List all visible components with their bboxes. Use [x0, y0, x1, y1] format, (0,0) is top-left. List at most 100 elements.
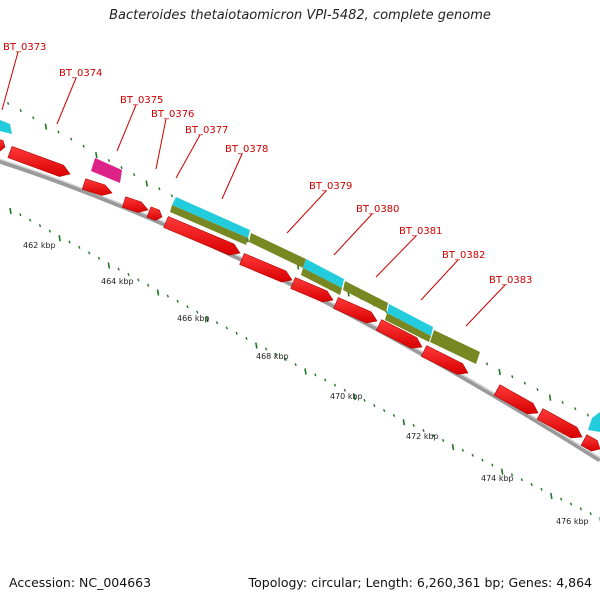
inner-tick — [166, 294, 169, 298]
leader-line — [420, 259, 459, 301]
magenta-feature — [91, 158, 122, 183]
inner-tick — [255, 342, 258, 349]
olive-feature — [430, 330, 480, 364]
olive-feature — [301, 268, 342, 295]
cds-arrow — [420, 345, 469, 375]
inner-tick — [284, 357, 287, 361]
inner-tick — [9, 207, 12, 215]
inner-tick — [324, 378, 327, 382]
cyan-feature — [172, 197, 250, 238]
gene-label-bt0373[interactable]: BT_0373 — [3, 42, 46, 53]
inner-tick — [117, 267, 120, 271]
gene-label-bt0377[interactable]: BT_0377 — [185, 125, 228, 136]
outer-tick — [145, 180, 149, 187]
cds-arrow — [146, 206, 163, 221]
gene-label-bt0381[interactable]: BT_0381 — [399, 226, 442, 237]
accession-text: Accession: NC_004663 — [9, 575, 152, 590]
inner-tick — [29, 218, 32, 222]
inner-tick — [225, 326, 228, 330]
outer-tick — [574, 407, 577, 411]
inner-tick — [186, 305, 189, 309]
kbp-label-476: 476 kbp — [556, 517, 589, 526]
kbp-label-462: 462 kbp — [23, 241, 56, 250]
outer-tick — [44, 123, 48, 130]
inner-tick — [215, 321, 219, 325]
inner-tick — [176, 299, 179, 303]
outer-tick — [19, 109, 22, 113]
olive-feature — [343, 281, 388, 312]
inner-tick — [540, 487, 543, 491]
gene-label-bt0380[interactable]: BT_0380 — [356, 204, 399, 215]
leader-line — [56, 77, 77, 125]
outer-tick — [170, 194, 174, 198]
cds-arrow — [493, 384, 539, 415]
inner-tick — [373, 403, 376, 407]
inner-tick — [579, 507, 582, 511]
gene-label-bt0374[interactable]: BT_0374 — [59, 68, 102, 79]
inner-tick — [343, 388, 346, 392]
cyan-feature — [0, 120, 12, 134]
gene-label-bt0379[interactable]: BT_0379 — [309, 181, 352, 192]
leader-line — [116, 104, 137, 152]
gene-label-bt0382[interactable]: BT_0382 — [442, 250, 485, 261]
outer-tick — [158, 187, 161, 191]
inner-tick — [58, 235, 61, 242]
cds-arrow — [333, 297, 378, 324]
tick-marks — [6, 101, 600, 523]
cyan-feature — [303, 259, 344, 288]
leader-line — [465, 284, 506, 327]
outer-tick — [107, 158, 111, 162]
inner-tick — [471, 453, 474, 457]
leader-line — [1, 51, 19, 111]
olive-feature — [249, 233, 306, 268]
inner-tick — [314, 373, 317, 377]
cds-arrow — [7, 146, 71, 177]
inner-tick — [451, 443, 455, 451]
kbp-label-472: 472 kbp — [406, 432, 439, 441]
leader-line — [221, 153, 243, 200]
inner-tick — [68, 240, 71, 244]
inner-tick — [392, 414, 396, 418]
inner-tick — [510, 473, 514, 477]
inner-tick — [245, 337, 248, 341]
inner-tick — [569, 502, 573, 506]
outer-tick — [536, 388, 539, 392]
inner-tick — [78, 245, 81, 249]
feature-track — [0, 120, 600, 452]
inner-tick — [196, 310, 199, 314]
inner-tick — [333, 383, 337, 387]
cds-arrow — [290, 277, 334, 303]
inner-tick — [491, 463, 494, 467]
inner-tick — [304, 368, 307, 375]
inner-tick — [38, 224, 42, 228]
cds-arrow — [239, 253, 293, 283]
kbp-label-470: 470 kbp — [330, 392, 363, 401]
gene-label-bt0378[interactable]: BT_0378 — [225, 144, 268, 155]
inner-tick — [127, 273, 130, 277]
gene-label-bt0383[interactable]: BT_0383 — [489, 275, 532, 286]
gene-label-bt0376[interactable]: BT_0376 — [151, 109, 194, 120]
inner-tick — [156, 289, 160, 296]
inner-tick — [363, 398, 366, 402]
outer-tick — [95, 151, 98, 159]
inner-tick — [19, 213, 22, 217]
outer-tick — [6, 101, 10, 105]
leader-line — [175, 134, 201, 179]
kbp-label-474: 474 kbp — [481, 474, 514, 483]
cds-arrow — [580, 434, 600, 452]
outer-tick — [523, 381, 527, 385]
inner-tick — [402, 419, 406, 426]
inner-tick — [520, 478, 523, 482]
leader-line — [333, 213, 373, 256]
inner-tick — [88, 251, 91, 255]
inner-tick — [353, 393, 356, 401]
inner-tick — [530, 483, 533, 487]
kbp-label-466: 466 kbp — [177, 314, 210, 323]
outer-tick — [120, 166, 123, 170]
cds-arrow — [163, 216, 241, 256]
gene-label-bt0375[interactable]: BT_0375 — [120, 95, 163, 106]
cds-arrow — [536, 408, 583, 439]
outer-tick — [485, 362, 489, 366]
kbp-scale: 462 kbp 464 kbp 466 kbp 468 kbp 470 kbp … — [23, 241, 589, 526]
